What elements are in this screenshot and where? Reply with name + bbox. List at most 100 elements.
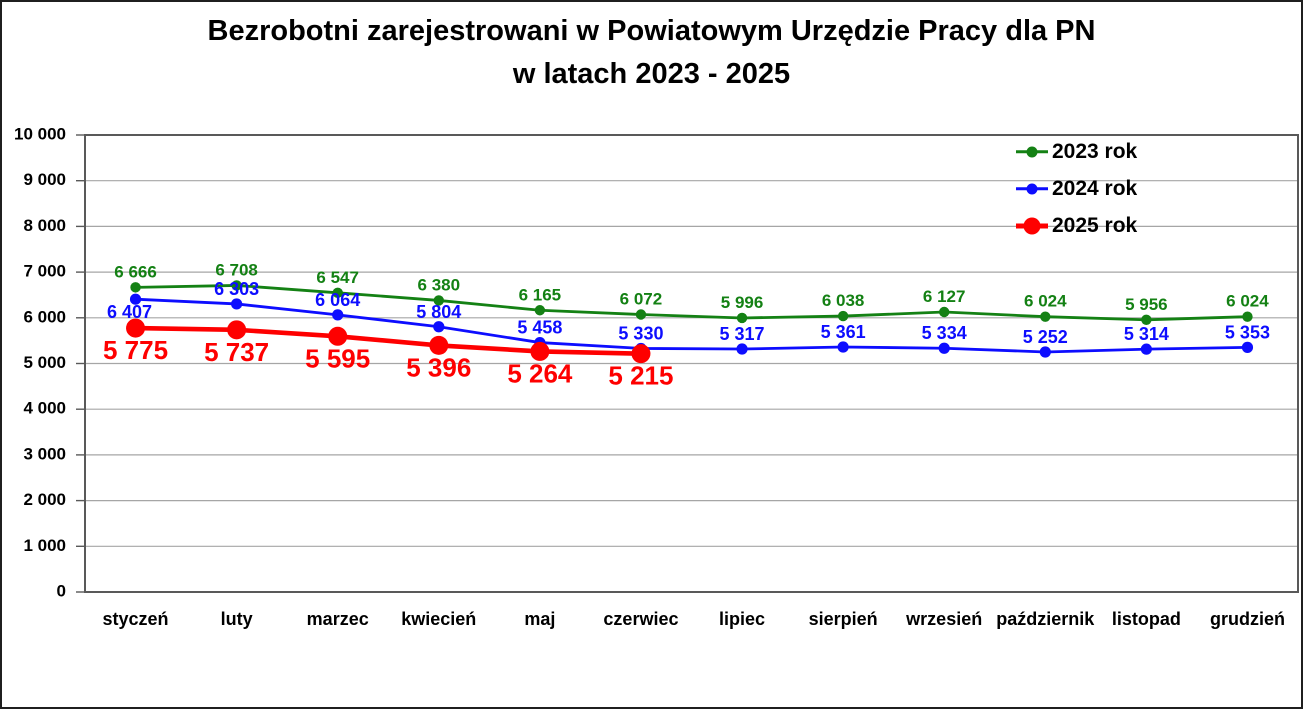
x-axis-label: grudzień [1210,609,1285,629]
legend-label-2023: 2023 rok [1052,139,1138,163]
legend-label-2024: 2024 rok [1052,176,1138,200]
data-point-2025 [429,335,449,355]
x-axis-label: sierpień [809,609,878,629]
data-point-2024 [736,343,748,355]
data-point-2025 [126,318,146,338]
y-axis-label: 7 000 [23,262,66,281]
data-point-2023 [534,305,546,316]
data-point-2023 [130,282,141,293]
data-label-2024: 5 252 [1023,327,1068,347]
x-axis-label: styczeń [103,609,169,629]
data-label-2023: 6 127 [923,287,966,306]
legend-label-2025: 2025 rok [1052,213,1138,237]
series-line-2023 [134,284,1249,322]
data-label-2023: 6 024 [1226,292,1269,311]
y-axis-label: 6 000 [23,307,66,326]
data-label-2024: 5 314 [1124,324,1169,344]
data-point-2023 [1242,311,1253,322]
data-point-2023 [1040,311,1051,322]
y-axis-label: 3 000 [23,444,66,463]
data-point-2023 [231,280,242,291]
y-axis-label: 8 000 [23,216,66,235]
x-axis-label: październik [996,609,1095,629]
y-axis-label: 0 [57,581,66,600]
data-point-2025 [530,341,550,361]
data-label-2023: 6 666 [114,262,157,281]
data-point-2023 [837,310,849,322]
data-label-2025: 5 264 [507,358,573,388]
y-axis-label: 2 000 [23,490,66,509]
legend-marker-2023-icon [1016,143,1048,161]
x-axis-label: czerwiec [603,609,678,629]
data-label-2023: 6 038 [822,291,865,310]
data-label-2024: 5 317 [720,324,765,344]
chart-title: Bezrobotni zarejestrowani w Powiatowym U… [2,10,1301,96]
data-label-2024: 5 334 [922,323,967,343]
x-axis-label: luty [221,609,253,629]
data-label-2024: 5 330 [618,323,663,343]
legend-item-2023: 2023 rok [1016,133,1137,170]
x-axis-label: wrzesień [905,609,982,629]
chart-title-line1: Bezrobotni zarejestrowani w Powiatowym U… [207,15,1096,47]
data-label-2023: 6 072 [620,290,663,309]
data-point-2024 [129,293,142,305]
data-point-2023 [1141,314,1152,326]
x-axis-label: kwiecień [401,609,476,629]
x-axis-label: maj [524,609,555,629]
data-label-2023: 5 996 [721,293,764,312]
data-point-2024 [1140,343,1152,355]
data-point-2024 [837,341,849,353]
legend-item-2024: 2024 rok [1016,170,1137,207]
data-point-2023 [939,306,950,318]
data-point-2023 [635,309,647,320]
data-point-2024 [1241,341,1254,353]
data-label-2025: 5 215 [608,361,673,391]
legend-marker-2025-icon [1016,217,1048,235]
data-point-2023 [433,295,444,306]
x-axis-label: marzec [307,609,369,629]
data-label-2025: 5 775 [103,335,168,365]
data-label-2024: 5 361 [821,322,866,342]
data-label-2023: 6 708 [215,260,258,279]
data-label-2023: 6 547 [316,268,359,287]
data-label-2023: 6 380 [418,275,461,294]
data-label-2024: 6 064 [315,290,360,310]
plot-border [84,134,1299,593]
data-point-2024 [938,342,950,354]
y-axis-label: 10 000 [14,124,66,143]
y-axis-label: 9 000 [23,170,66,189]
legend-marker-2024-icon [1016,180,1048,198]
series-line-2024 [134,297,1249,354]
data-label-2023: 6 024 [1024,292,1067,311]
data-point-2024 [231,298,243,310]
data-label-2024: 5 353 [1225,322,1270,342]
y-axis-label: 4 000 [23,399,66,418]
data-label-2025: 5 396 [406,352,471,382]
data-point-2024 [332,309,344,321]
x-axis-label: lipiec [719,609,765,629]
data-label-2025: 5 737 [204,337,269,367]
data-point-2025 [631,344,651,364]
legend-item-2025: 2025 rok [1016,207,1137,244]
data-point-2023 [736,312,748,324]
y-axis-label: 5 000 [23,353,66,372]
data-point-2025 [227,320,247,340]
data-label-2024: 6 303 [214,279,259,299]
data-label-2024: 6 407 [107,302,152,322]
data-point-2024 [1039,346,1051,358]
data-label-2024: 5 804 [416,302,461,322]
series-line-2025 [133,325,644,356]
y-axis-label: 1 000 [23,536,66,555]
data-label-2023: 6 165 [519,285,562,304]
data-point-2023 [332,287,343,299]
legend: 2023 rok 2024 rok 2025 rok [1016,133,1137,244]
data-point-2024 [433,321,445,333]
data-label-2023: 5 956 [1125,295,1168,314]
x-axis-label: listopad [1112,609,1181,629]
chart-title-line2: w latach 2023 - 2025 [512,58,791,90]
data-point-2025 [328,326,348,346]
data-label-2024: 5 458 [517,318,562,338]
data-label-2025: 5 595 [305,343,370,373]
